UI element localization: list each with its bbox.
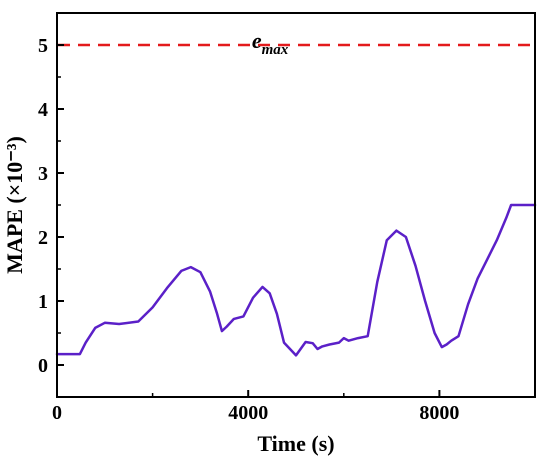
tick-layer: 0 4000 8000 0 1 2 3 4 5 xyxy=(38,12,459,424)
mape-series-line xyxy=(55,203,537,357)
x-tick-label: 8000 xyxy=(419,402,459,424)
x-tick-label: 0 xyxy=(52,402,62,424)
y-tick-label: 3 xyxy=(38,163,48,185)
y-tick-label: 4 xyxy=(38,99,48,121)
plot-area-frame xyxy=(56,12,536,398)
y-axis-label: MAPE (×10⁻³) xyxy=(2,136,27,274)
series-layer xyxy=(55,203,537,357)
x-axis-label: Time (s) xyxy=(257,431,334,456)
y-tick-label: 1 xyxy=(38,291,48,313)
e-max-annotation-subscript: max xyxy=(262,42,289,58)
e-max-annotation: emax xyxy=(252,28,289,58)
e-max-annotation-main: e xyxy=(252,28,262,53)
x-tick-label: 4000 xyxy=(228,402,268,424)
y-tick-label: 0 xyxy=(38,355,48,377)
y-tick-label: 5 xyxy=(38,35,48,57)
y-tick-label: 2 xyxy=(38,227,48,249)
